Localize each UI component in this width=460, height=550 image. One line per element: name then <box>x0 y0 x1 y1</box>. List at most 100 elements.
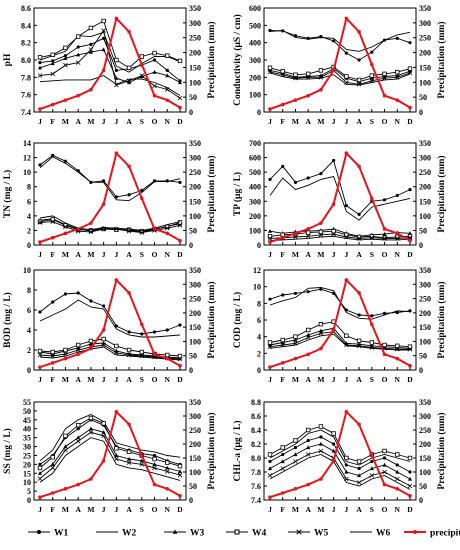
data-point <box>331 431 336 436</box>
data-point <box>139 458 144 463</box>
y-tick-label: 6 <box>257 316 261 325</box>
data-point <box>318 229 324 235</box>
x-tick-label: A <box>75 505 81 514</box>
x-tick-label: S <box>140 250 144 259</box>
data-point <box>178 323 182 327</box>
data-point <box>382 469 387 475</box>
data-point <box>332 39 336 43</box>
data-point <box>89 221 93 225</box>
data-point <box>267 236 273 241</box>
y2-axis-label: Precipitation (mm) <box>436 155 447 232</box>
data-point <box>63 356 68 361</box>
y-tick-label: 10 <box>23 478 31 487</box>
data-point <box>357 58 361 62</box>
data-point <box>370 322 374 327</box>
x-tick-label: J <box>38 250 42 259</box>
series-line-precipitation <box>39 151 181 244</box>
x-tick-label: A <box>305 250 311 259</box>
data-point <box>89 42 93 47</box>
data-point <box>50 52 55 57</box>
data-point <box>177 463 183 469</box>
y2-axis-label: Precipitation (mm) <box>206 412 217 489</box>
data-point <box>370 314 374 318</box>
data-point <box>395 469 400 474</box>
data-point <box>50 219 56 224</box>
y-tick-label: 8.6 <box>21 4 31 13</box>
x-tick-label: M <box>62 375 69 384</box>
y-tick-label: 7.6 <box>21 91 31 100</box>
series-line-w4 <box>269 426 411 462</box>
y2-tick-label: 150 <box>419 63 431 72</box>
series-w5 <box>37 430 183 481</box>
data-point <box>88 338 94 344</box>
series-line-w6 <box>39 215 181 231</box>
x-tick-label: D <box>177 117 183 126</box>
x-tick-label: J <box>114 117 118 126</box>
data-point <box>344 410 349 414</box>
x-tick-label: D <box>407 117 413 126</box>
y2-tick-label: 300 <box>189 154 201 163</box>
data-point <box>126 228 132 234</box>
series-precipitation <box>268 151 412 244</box>
data-point <box>76 352 80 357</box>
y2-tick-label: 250 <box>419 426 431 435</box>
data-point <box>38 163 42 167</box>
legend: W1 W2 W3 W4 W5 W6 precipitation <box>28 529 460 539</box>
data-point <box>127 164 131 169</box>
series-w2 <box>269 429 411 466</box>
data-point <box>344 469 349 474</box>
x-tick-label: J <box>102 250 106 259</box>
y2-tick-label: 100 <box>419 212 431 221</box>
data-point <box>319 435 323 439</box>
data-point <box>382 352 387 357</box>
data-point <box>357 473 362 478</box>
y-tick-label: 8.4 <box>251 426 261 435</box>
data-point <box>178 494 182 498</box>
y-axis-label: Conductivity (μS / cm) <box>232 14 243 106</box>
y2-tick-label: 200 <box>189 183 201 192</box>
data-point <box>356 81 362 87</box>
data-point <box>37 219 43 224</box>
data-point <box>152 227 157 231</box>
y2-tick-label: 150 <box>189 63 201 72</box>
data-point <box>268 297 272 301</box>
data-point <box>395 193 399 198</box>
data-point <box>357 422 361 427</box>
series-line-w6 <box>269 235 411 242</box>
data-point <box>127 291 131 295</box>
x-tick-label: M <box>317 117 324 126</box>
legend-item-precipitation: precipitation <box>404 529 460 539</box>
data-point <box>382 311 387 315</box>
data-point <box>280 361 285 365</box>
y-tick-label: 8 <box>257 299 261 308</box>
x-tick-label: M <box>62 505 69 514</box>
data-point <box>281 452 285 457</box>
y2-tick-label: 50 <box>189 226 197 235</box>
data-point <box>369 340 375 345</box>
x-tick-label: M <box>62 117 69 126</box>
series-line-precipitation <box>269 151 411 244</box>
data-point <box>89 346 93 351</box>
data-point <box>395 310 399 315</box>
x-tick-label: O <box>382 117 388 126</box>
data-point <box>50 361 55 365</box>
data-point <box>102 36 106 40</box>
data-point <box>63 62 68 68</box>
data-point <box>165 231 170 236</box>
series-line-w5 <box>269 450 411 487</box>
series-line-w3 <box>39 49 181 83</box>
x-tick-label: N <box>165 505 171 514</box>
series-precipitation <box>38 278 182 369</box>
data-point <box>165 328 169 332</box>
x-tick-label: A <box>356 375 362 384</box>
data-point <box>152 462 157 466</box>
series-precipitation <box>38 16 182 111</box>
x-tick-label: O <box>152 505 158 514</box>
y-tick-label: 7.4 <box>251 496 261 505</box>
data-point <box>382 93 387 98</box>
data-point <box>114 278 119 282</box>
y-tick-label: 0 <box>257 108 261 117</box>
data-point <box>38 471 42 475</box>
data-point <box>165 68 169 72</box>
